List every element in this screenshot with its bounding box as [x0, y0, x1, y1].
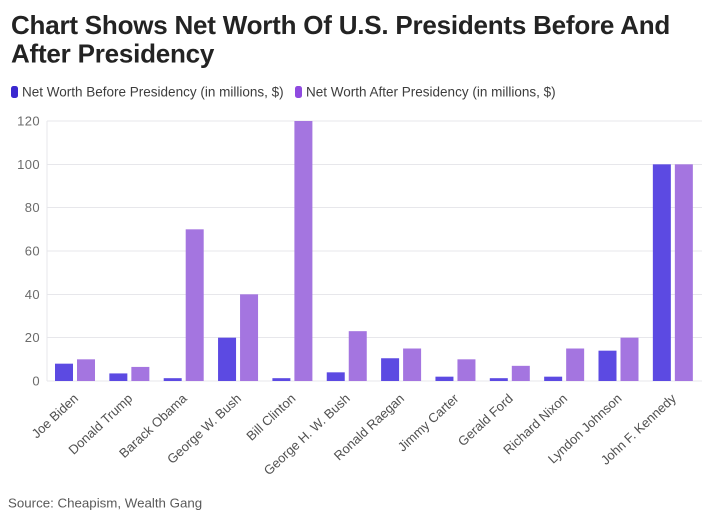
svg-text:120: 120 [17, 114, 40, 129]
svg-text:Chart Shows Net Worth Of U.S.: Chart Shows Net Worth Of U.S. Presidents… [11, 10, 670, 40]
svg-text:Source: Cheapism, Wealth Gang: Source: Cheapism, Wealth Gang [8, 496, 202, 511]
svg-text:Net Worth Before Presidency (i: Net Worth Before Presidency (in millions… [22, 85, 284, 100]
svg-text:0: 0 [32, 374, 40, 389]
svg-text:100: 100 [17, 157, 40, 172]
svg-text:20: 20 [25, 330, 40, 345]
svg-text:40: 40 [25, 287, 40, 302]
svg-text:Net Worth After Presidency (in: Net Worth After Presidency (in millions,… [306, 85, 556, 100]
svg-text:80: 80 [25, 200, 40, 215]
svg-text:After Presidency: After Presidency [11, 39, 215, 69]
svg-text:60: 60 [25, 244, 40, 259]
